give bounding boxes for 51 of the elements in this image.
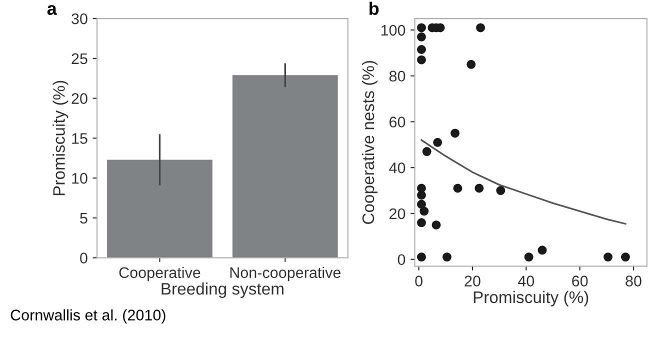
y-tick-label: 0 [398, 254, 406, 266]
text: Cornwallis et al. (2010) [10, 309, 166, 324]
point [524, 252, 534, 262]
x-axis-title: Breeding system [162, 282, 284, 298]
point [416, 55, 426, 64]
point [416, 32, 426, 42]
point [453, 184, 462, 193]
y-axis-title: Cooperative nests (%) [362, 60, 378, 224]
y-tick-label: 25 [72, 53, 88, 64]
chart-title: a [47, 5, 57, 15]
point [476, 23, 486, 32]
x-axis-title: Promiscuity (%) [474, 290, 588, 306]
x-tick-label: 0 [415, 276, 422, 286]
x-tick-label: 60 [572, 276, 588, 286]
point [466, 60, 476, 69]
point [620, 252, 630, 262]
x-tick-label: Non-cooperative [230, 266, 341, 282]
point [432, 220, 441, 230]
line-series [420, 139, 626, 225]
point [474, 184, 484, 193]
point [416, 218, 426, 228]
y-tick-label: 0 [80, 252, 88, 264]
y-tick-label: 5 [80, 212, 88, 224]
point [416, 200, 426, 209]
y-tick-label: 20 [72, 93, 88, 104]
point [420, 206, 429, 216]
point [416, 23, 426, 32]
y-tick-label: 60 [390, 116, 406, 128]
y-tick-label: 20 [390, 208, 406, 220]
x-tick-label: 40 [518, 276, 534, 286]
y-tick-label: 30 [72, 13, 88, 24]
point [416, 190, 426, 200]
x-tick-label: 20 [464, 276, 480, 286]
y-axis-title: Promiscuity (%) [52, 80, 68, 196]
point [442, 252, 452, 262]
x-tick-label: Cooperative [119, 266, 200, 282]
y-tick-label: 100 [381, 24, 406, 36]
point [496, 186, 506, 196]
chart-title: b [370, 2, 379, 15]
point [416, 45, 426, 54]
point [422, 147, 432, 156]
point [450, 128, 460, 138]
point [538, 246, 547, 255]
y-tick-label: 10 [72, 172, 88, 184]
y-tick-label: 15 [72, 133, 88, 144]
point [433, 138, 442, 147]
y-tick-label: 80 [389, 70, 406, 82]
point [604, 252, 613, 262]
x-tick-label: 80 [626, 276, 642, 286]
point [416, 252, 426, 262]
y-tick-label: 40 [389, 162, 406, 174]
